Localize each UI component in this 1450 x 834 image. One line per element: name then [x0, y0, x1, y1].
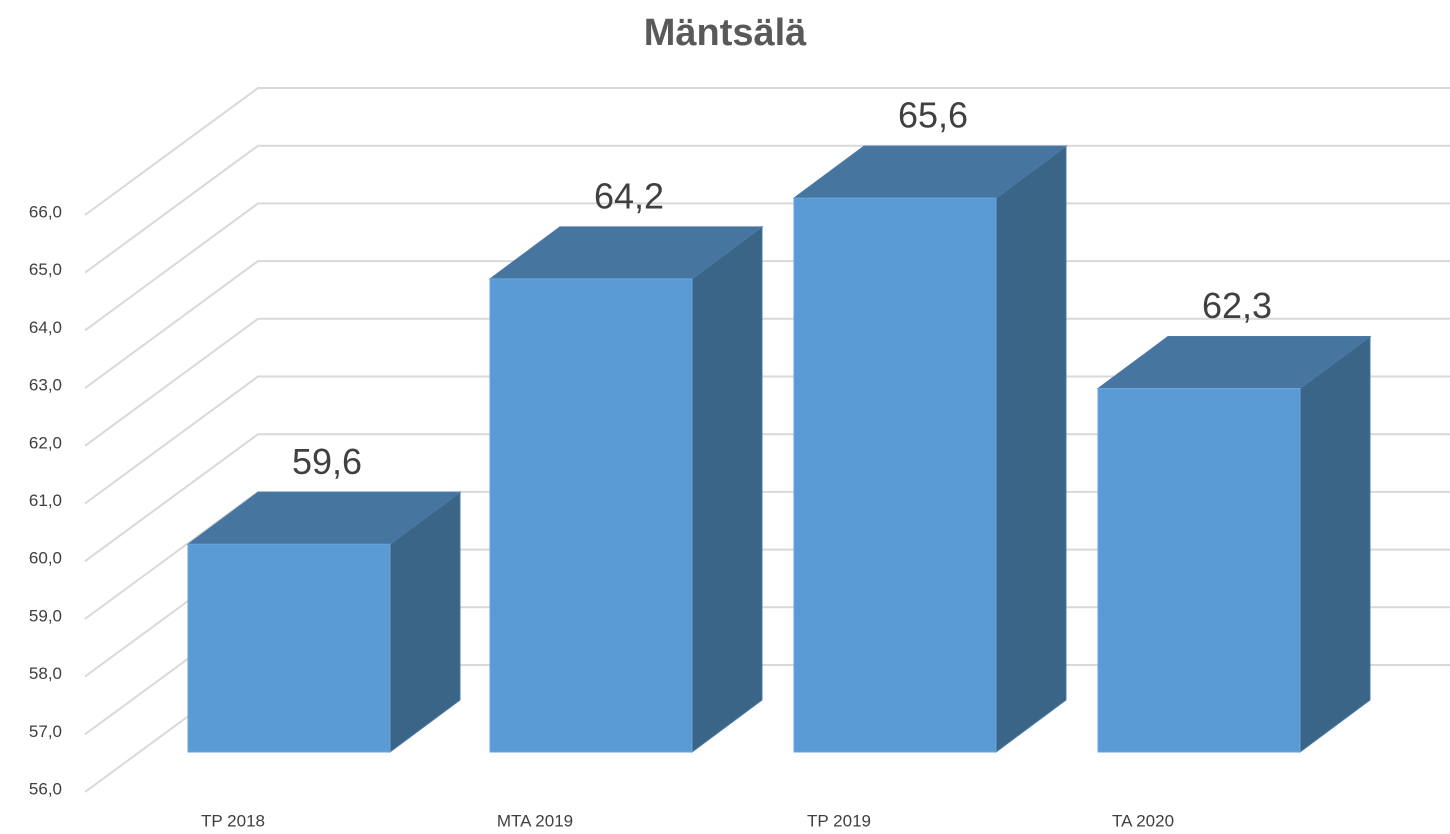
bar-side — [1299, 335, 1371, 753]
data-label: 62,3 — [1202, 285, 1272, 326]
data-label: 64,2 — [594, 175, 664, 216]
y-tick-label: 59,0 — [29, 606, 62, 625]
y-tick-label: 61,0 — [29, 491, 62, 510]
y-tick-label: 63,0 — [29, 376, 62, 395]
chart-title: Mäntsälä — [644, 12, 807, 54]
y-tick-label: 62,0 — [29, 433, 62, 452]
y-tick-label: 66,0 — [29, 202, 62, 221]
bar-side — [995, 145, 1067, 753]
x-tick-label: TP 2018 — [201, 811, 265, 830]
bar — [792, 145, 1068, 753]
x-tick-label: MTA 2019 — [497, 811, 573, 830]
bar-side — [691, 225, 763, 753]
bar-front — [793, 197, 997, 753]
y-tick-label: 65,0 — [29, 260, 62, 279]
bar-front — [187, 543, 391, 753]
bar-front — [1097, 387, 1301, 753]
data-label: 65,6 — [898, 95, 968, 136]
y-tick-label: 58,0 — [29, 664, 62, 683]
y-tick-label: 57,0 — [29, 722, 62, 741]
y-tick-label: 60,0 — [29, 549, 62, 568]
x-tick-label: TA 2020 — [1112, 811, 1174, 830]
bar — [488, 225, 764, 753]
bar — [186, 491, 462, 753]
bar-front — [489, 278, 693, 753]
y-tick-label: 64,0 — [29, 318, 62, 337]
y-tick-label: 56,0 — [29, 779, 62, 798]
data-label: 59,6 — [292, 441, 362, 482]
grid-line — [84, 87, 1450, 216]
x-tick-label: TP 2019 — [807, 811, 871, 830]
grid-line — [84, 144, 1450, 274]
bar — [1096, 335, 1372, 753]
